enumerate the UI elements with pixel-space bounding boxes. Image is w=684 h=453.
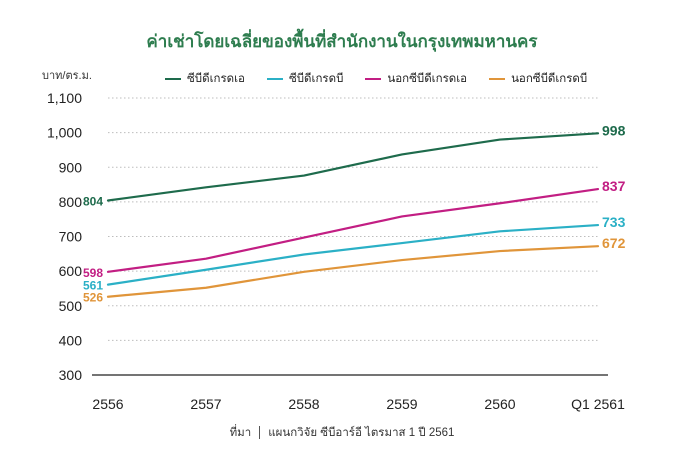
legend-swatch — [266, 78, 283, 80]
legend-swatch — [365, 78, 382, 80]
x-tick-label: 2559 — [386, 396, 417, 412]
y-tick-label: 800 — [59, 194, 83, 210]
series-line — [106, 223, 600, 286]
source-label: ที่มา — [229, 427, 252, 439]
x-tick-label: 2556 — [92, 396, 123, 412]
y-tick-label: 300 — [59, 367, 83, 383]
x-tick-label: 2557 — [190, 396, 221, 412]
series-start-label: 598 — [83, 266, 103, 280]
y-tick-label: 900 — [59, 159, 83, 175]
chart-title: ค่าเช่าโดยเฉลี่ยของพื้นที่สำนักงานในกรุง… — [146, 32, 538, 51]
source-text: แผนกวิจัย ซีบีอาร์อี ไตรมาส 1 ปี 2561 — [268, 427, 455, 439]
series-end-label: 672 — [602, 235, 626, 251]
series-start-label: 804 — [83, 194, 103, 208]
source-divider — [259, 426, 261, 440]
series-line — [106, 132, 600, 202]
series-end-label: 837 — [602, 178, 626, 194]
series-start-label: 526 — [83, 291, 103, 305]
x-tick-label: 2558 — [288, 396, 319, 412]
legend-item: ซีบีดีเกรดบี — [266, 70, 344, 88]
series-end-label: 998 — [602, 122, 626, 138]
chart-legend: ซีบีดีเกรดเอ ซีบีดีเกรดบี นอกซีบีดีเกรดเอ น… — [165, 70, 587, 88]
legend-label: นอกซีบีดีเกรดเอ — [387, 73, 468, 85]
series-start-label: 561 — [83, 279, 103, 293]
legend-item: ซีบีดีเกรดเอ — [165, 70, 245, 88]
y-tick-label: 600 — [59, 263, 83, 279]
y-tick-label: 1,100 — [47, 90, 82, 106]
y-axis-unit-label: บาท/ตร.ม. — [42, 70, 92, 82]
legend-swatch — [165, 78, 181, 80]
y-tick-label: 700 — [59, 229, 83, 245]
series-line — [106, 245, 600, 298]
legend-label: ซีบีดีเกรดบี — [288, 73, 344, 85]
y-tick-label: 500 — [59, 298, 83, 314]
legend-item: นอกซีบีดีเกรดบี — [489, 70, 587, 88]
x-tick-label: Q1 2561 — [571, 396, 625, 412]
legend-item: นอกซีบีดีเกรดเอ — [365, 70, 467, 88]
x-tick-label: 2560 — [484, 396, 515, 412]
y-tick-label: 1,000 — [47, 125, 82, 141]
y-tick-label: 400 — [59, 332, 83, 348]
source-note: ที่มา แผนกวิจัย ซีบีอาร์อี ไตรมาส 1 ปี 25… — [0, 424, 684, 442]
series-line — [106, 187, 600, 273]
legend-label: นอกซีบีดีเกรดบี — [511, 73, 588, 85]
legend-swatch — [489, 78, 506, 80]
series-end-label: 733 — [602, 214, 626, 230]
line-chart: 300 400 500 600 700 800 900 1,000 1,100 2556 2557 2… — [47, 90, 626, 412]
legend-label: ซีบีดีเกรดเอ — [187, 73, 245, 85]
